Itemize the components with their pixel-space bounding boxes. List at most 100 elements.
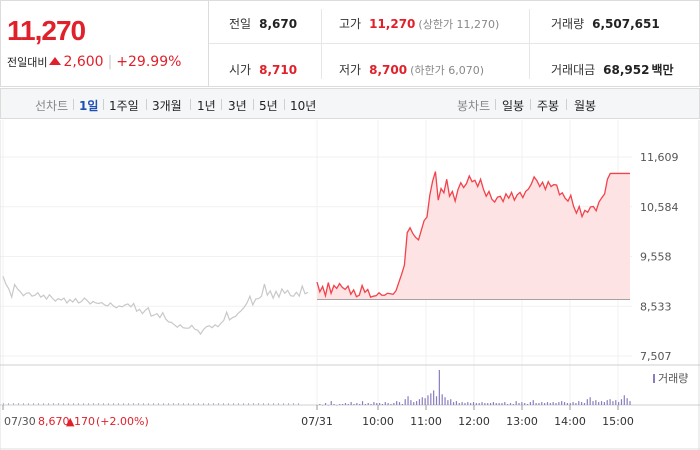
volume-bar [592, 401, 594, 405]
volume-bar [600, 401, 603, 405]
change-label: 전일대비 [7, 56, 48, 69]
divider [495, 99, 496, 110]
volume-bar [178, 403, 179, 405]
tab-1-day[interactable]: 1일 [79, 99, 99, 113]
volume-bar [509, 403, 512, 405]
volume-bar [213, 403, 214, 405]
chart-period-tabs: 선차트 1일 1주일 3개월 1년 3년 5년 10년 봉차트 일봉 주봉 월봉 [0, 88, 700, 119]
y-tick-label: 11,609 [640, 151, 679, 164]
volume-bar [381, 404, 384, 405]
volume-bar [93, 403, 94, 405]
tab-5-years[interactable]: 5년 [259, 99, 278, 113]
volume-bar [268, 403, 269, 405]
tab-monthly-candle[interactable]: 월봉 [574, 99, 597, 113]
volume-bar [143, 403, 144, 405]
volume-bar [339, 404, 341, 405]
y-tick-label: 10,584 [640, 201, 679, 214]
series-prev-day-line [2, 276, 309, 336]
volume-bar [438, 370, 440, 405]
x-tick-label: 13:00 [506, 415, 538, 428]
volume-bar [563, 402, 566, 405]
volume-bar [532, 400, 534, 405]
prev-up-arrow-icon: ▲ [66, 415, 75, 428]
tab-daily-candle[interactable]: 일봉 [502, 99, 525, 113]
volume-bar [549, 403, 551, 405]
volume-bar [138, 403, 139, 405]
volume-bar [501, 403, 503, 405]
volume-bar [353, 404, 355, 405]
volume-bar [492, 402, 495, 405]
divider [566, 99, 567, 110]
tab-candle-chart[interactable]: 봉차트 [457, 99, 491, 113]
volume-bar [398, 402, 401, 405]
volume-bar [467, 402, 469, 405]
volume-bar [38, 403, 39, 405]
volume-bar [273, 403, 274, 405]
volume-bar [586, 399, 588, 405]
volume-bar [598, 402, 600, 405]
volume-bar [342, 404, 344, 405]
volume-bar [133, 403, 134, 405]
volume-bar [583, 403, 586, 405]
tab-3-years[interactable]: 3년 [228, 99, 247, 113]
volume-bar [203, 403, 204, 405]
volume-bar [618, 402, 620, 405]
tab-1-year[interactable]: 1년 [197, 99, 216, 113]
price-chart-svg: 11,609 10,584 9,558 8,533 7,507 07/31 10:00 11… [0, 120, 700, 450]
volume-bar [128, 403, 129, 405]
volume-legend-label: 거래량 [658, 372, 688, 385]
volume-bar [578, 401, 580, 405]
prev-change: 170 [74, 415, 95, 428]
tab-3-months[interactable]: 3개월 [152, 99, 182, 113]
volume-bar [359, 404, 361, 405]
volume-bar [487, 403, 489, 405]
volume-bar [575, 403, 577, 405]
volume-bar [330, 401, 332, 405]
stat-prev-close: 전일 8,670 [229, 17, 298, 31]
price-chart[interactable]: 11,609 10,584 9,558 8,533 7,507 07/31 10:00 11… [0, 120, 700, 450]
volume-bar [278, 403, 279, 405]
x-tick-label: 15:00 [602, 415, 634, 428]
volume-bar [518, 403, 520, 405]
divider [209, 43, 699, 44]
volume-bar [455, 401, 458, 405]
volume-bar [435, 396, 438, 405]
x-tick-label: 14:00 [554, 415, 586, 428]
volume-bar [123, 403, 124, 405]
volume-bar [552, 402, 554, 405]
change-amount: 2,600 [63, 54, 104, 70]
tab-10-years[interactable]: 10년 [290, 99, 317, 113]
volume-bar [390, 404, 392, 405]
volume-bar [88, 403, 89, 405]
volume-bar [401, 404, 403, 405]
volume-bar [404, 399, 406, 405]
volume-bar [430, 393, 432, 405]
volume-bar [433, 390, 435, 405]
volume-bar [609, 399, 611, 405]
volume-bar [478, 403, 480, 405]
volume-bar [555, 403, 557, 405]
tab-1-week[interactable]: 1주일 [109, 99, 139, 113]
volume-bar [73, 403, 74, 405]
prev-price: 8,670 [38, 415, 70, 428]
x-tick-label: 11:00 [410, 415, 442, 428]
tab-weekly-candle[interactable]: 주봉 [537, 99, 560, 113]
volume-bar [367, 403, 369, 405]
tab-line-chart[interactable]: 선차트 [35, 99, 69, 113]
volume-legend-icon [653, 374, 655, 383]
volume-bar [33, 403, 34, 405]
volume-bar [418, 399, 421, 405]
volume-bar [373, 402, 375, 405]
volume-bar [615, 400, 617, 405]
volume-bar [298, 403, 299, 405]
stat-open: 시가 8,710 [229, 63, 298, 77]
volume-bar [415, 401, 418, 405]
divider [253, 99, 254, 110]
divider [103, 99, 104, 110]
volume-bar [361, 401, 364, 405]
volume-bar [489, 403, 492, 405]
volume-bar [258, 403, 259, 405]
quote-stats: 전일 8,670 고가 11,270 (상한가 11,270) 거래량 6,507,65… [209, 1, 699, 86]
prev-date: 07/30 [4, 415, 36, 428]
volume-bar [327, 405, 329, 406]
